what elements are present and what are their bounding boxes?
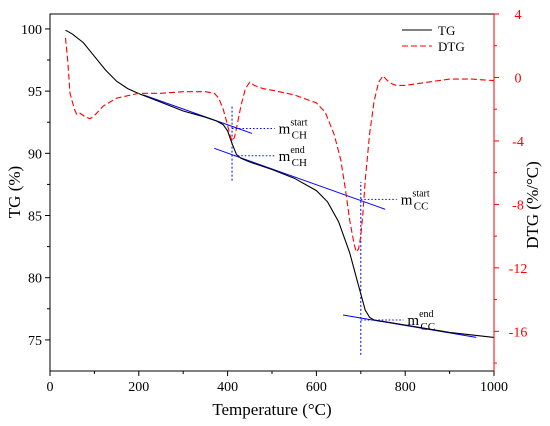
x-tick-label: 400 — [217, 380, 238, 395]
y-left-tick-label: 100 — [21, 23, 42, 38]
x-tick-label: 800 — [395, 380, 416, 395]
y-axis-left: 75 80 85 90 95 100 — [21, 23, 50, 349]
legend-label-tg: TG — [438, 23, 455, 38]
layer-series — [64, 29, 495, 338]
x-axis-label: Temperature (°C) — [212, 400, 331, 419]
y-right-tick-label: 4 — [515, 8, 522, 23]
y-axis-right-label: DTG (%/°C) — [523, 161, 542, 249]
x-tick-label: 0 — [47, 380, 54, 395]
y-left-tick-label: 85 — [28, 210, 42, 225]
y-right-tick-label: 0 — [515, 71, 522, 86]
y-right-tick-label: -4 — [512, 135, 524, 150]
y-left-tick-label: 80 — [28, 272, 42, 287]
y-left-tick-label: 95 — [28, 85, 42, 100]
x-tick-label: 600 — [306, 380, 327, 395]
label-m-cc-start: mstart CC — [401, 188, 430, 212]
y-right-tick-label: -8 — [512, 198, 524, 213]
x-tick-label: 200 — [128, 380, 149, 395]
y-axis-left-label: TG (%) — [5, 166, 24, 218]
label-m-cc-end: mend CC — [407, 309, 435, 333]
series-tg — [65, 29, 495, 338]
y-axis-right: 4 0 -4 -8 -12 -16 — [494, 8, 528, 364]
y-left-tick-label: 90 — [28, 147, 42, 162]
y-left-tick-label: 75 — [28, 334, 42, 349]
y-right-tick-label: -16 — [509, 325, 528, 340]
x-axis: 0 200 400 600 800 1000 — [47, 371, 508, 395]
series-dtg — [64, 37, 495, 254]
legend-label-dtg: DTG — [438, 39, 465, 54]
tangent-ch-before — [143, 94, 253, 134]
y-right-tick-label: -12 — [509, 262, 528, 277]
x-tick-label: 1000 — [480, 380, 508, 395]
label-m-ch-start: mstart CH — [279, 117, 308, 141]
label-m-ch-end: mend CH — [279, 145, 307, 169]
layer-annotations: mstart CH mend CH mstart CC mend CC — [232, 117, 435, 333]
